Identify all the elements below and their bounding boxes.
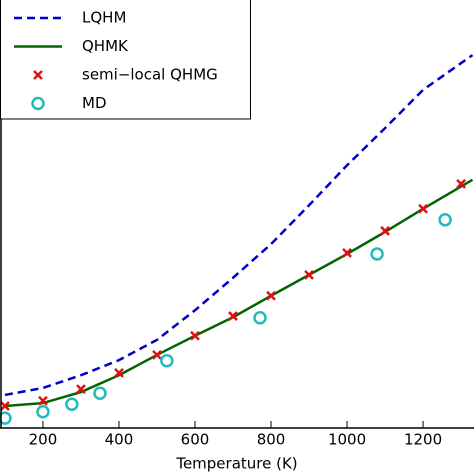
cross-stroke bbox=[76, 384, 86, 395]
circle-marker bbox=[253, 311, 267, 325]
series-line bbox=[4, 54, 474, 397]
plot-area bbox=[0, 54, 474, 425]
cross-stroke bbox=[380, 225, 390, 236]
cross-marker bbox=[76, 384, 86, 395]
cross-marker bbox=[418, 203, 428, 214]
cross-marker bbox=[380, 225, 390, 236]
legend-swatch bbox=[31, 96, 45, 111]
legend-label: MD bbox=[82, 94, 107, 112]
cross-marker bbox=[342, 247, 352, 258]
x-tick-label: 600 bbox=[181, 431, 210, 449]
cross-marker bbox=[114, 368, 124, 378]
cross-stroke bbox=[418, 203, 428, 214]
cross-marker bbox=[456, 178, 466, 189]
cross-marker bbox=[38, 395, 48, 406]
x-tick-label: 400 bbox=[105, 431, 134, 449]
legend-label: LQHM bbox=[82, 9, 126, 27]
cross-marker bbox=[266, 290, 276, 301]
legend-label: semi−local QHMG bbox=[82, 66, 218, 84]
cross-stroke bbox=[456, 178, 466, 189]
legend-label: QHMK bbox=[82, 37, 129, 55]
series-line bbox=[4, 178, 474, 408]
cross-stroke bbox=[266, 290, 276, 301]
circle-marker bbox=[65, 397, 79, 411]
cross-marker bbox=[228, 311, 238, 321]
circle-marker bbox=[93, 386, 107, 400]
x-tick-label: 1200 bbox=[404, 431, 442, 449]
circle-marker bbox=[370, 247, 384, 261]
cross-stroke bbox=[152, 350, 162, 360]
cross-stroke bbox=[0, 401, 10, 411]
legend: LQHM QHMK semi−local QHMG MD bbox=[0, 0, 251, 120]
x-tick-label: 200 bbox=[29, 431, 58, 449]
cross-marker bbox=[304, 270, 314, 280]
cross-stroke bbox=[190, 330, 200, 341]
circle-marker bbox=[160, 353, 174, 368]
cross-marker bbox=[190, 330, 200, 341]
circle-marker bbox=[438, 213, 452, 227]
cross-stroke bbox=[304, 270, 314, 280]
cross-stroke bbox=[38, 395, 48, 406]
cross-marker bbox=[152, 350, 162, 360]
x-tick-label: 1000 bbox=[328, 431, 366, 449]
x-tick-label: 800 bbox=[257, 431, 286, 449]
legend-swatch bbox=[33, 70, 43, 80]
cross-stroke bbox=[228, 311, 238, 321]
cross-marker bbox=[0, 401, 10, 411]
cross-stroke bbox=[114, 368, 124, 378]
circle-marker bbox=[0, 411, 12, 425]
circle-marker bbox=[36, 405, 50, 419]
cross-stroke bbox=[342, 247, 352, 258]
x-axis-title: Temperature (K) bbox=[175, 455, 297, 473]
